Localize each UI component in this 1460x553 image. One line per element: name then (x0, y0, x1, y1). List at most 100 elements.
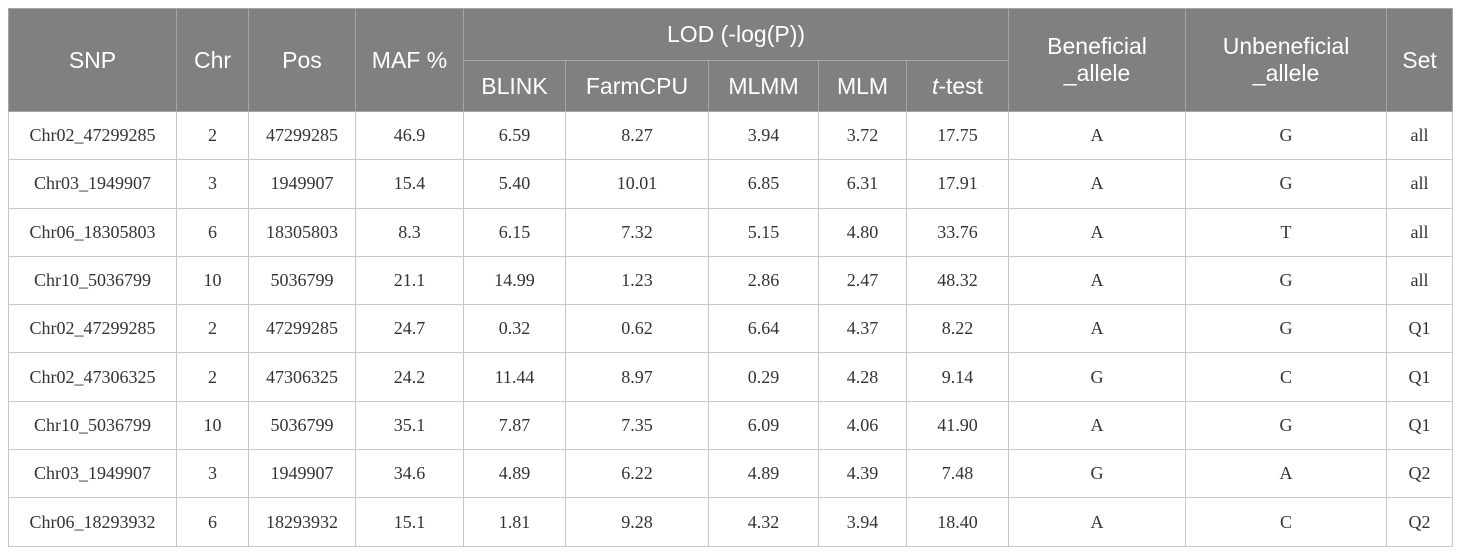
table-cell: Chr10_5036799 (8, 400, 177, 451)
table-cell: 41.90 (905, 400, 1010, 451)
table-row: Chr06_18293932 6 18293932 15.1 1.81 9.28 4.32 3… (8, 497, 1454, 547)
table-cell: A (1008, 110, 1187, 161)
table-cell: Chr06_18305803 (8, 207, 177, 257)
subheader-row: BLINK FarmCPU MLMM MLM t-test (9, 60, 1453, 112)
sub-column-header: t-test (905, 60, 1010, 112)
table-cell: T (1185, 207, 1388, 257)
table-cell: 6.85 (708, 159, 819, 209)
table-cell: 47306325 (248, 352, 356, 402)
table-body: Chr02_47299285 2 47299285 46.9 6.59 8.27 3.94 3… (8, 110, 1454, 547)
sub-column-header: FarmCPU (565, 60, 709, 112)
column-header: LOD (-log(P)) (462, 8, 1010, 61)
table-cell: 8.3 (355, 207, 464, 257)
table-cell: 47299285 (248, 304, 356, 354)
table-cell: 21.1 (355, 255, 464, 306)
table-cell: 8.97 (565, 352, 709, 402)
column-header: MAF % (355, 8, 464, 112)
table-cell: Q1 (1386, 352, 1454, 402)
table-cell: 6.59 (463, 110, 566, 161)
table-cell: A (1008, 255, 1187, 306)
table-cell: 6 (176, 207, 249, 257)
table-cell: 48.32 (905, 255, 1010, 306)
table-cell: 6.64 (708, 304, 819, 354)
table-cell: 15.1 (355, 497, 464, 547)
table-cell: Chr10_5036799 (8, 255, 177, 306)
table-cell: 1.23 (565, 255, 709, 306)
sub-column-header: MLM (818, 60, 907, 112)
table-cell: 0.32 (463, 304, 566, 354)
table-cell: 15.4 (355, 159, 464, 209)
table-cell: all (1386, 159, 1454, 209)
table-cell: G (1185, 400, 1388, 451)
table-row: Chr03_1949907 3 1949907 15.4 5.40 10.01 6.85 6.… (8, 159, 1454, 209)
table-cell: 24.2 (355, 352, 464, 402)
table-cell: 47299285 (248, 110, 356, 161)
table-cell: G (1008, 352, 1187, 402)
table-cell: 4.89 (708, 449, 819, 499)
table-cell: 17.75 (905, 110, 1010, 161)
table-row: Chr10_5036799 10 5036799 21.1 14.99 1.23 2.86 2… (8, 255, 1454, 306)
table-cell: 8.22 (905, 304, 1010, 354)
table-cell: 5036799 (248, 400, 356, 451)
table-cell: Q1 (1386, 304, 1454, 354)
table-cell: 3.72 (818, 110, 907, 161)
table-cell: 6.31 (818, 159, 907, 209)
table-cell: C (1185, 352, 1388, 402)
table-cell: 4.80 (818, 207, 907, 257)
table-cell: Q2 (1386, 449, 1454, 499)
table-cell: 9.28 (565, 497, 709, 547)
table-cell: Q2 (1386, 497, 1454, 547)
table-cell: A (1008, 159, 1187, 209)
table-cell: 1949907 (248, 159, 356, 209)
table-cell: 6.15 (463, 207, 566, 257)
table-cell: Q1 (1386, 400, 1454, 451)
table-cell: all (1386, 255, 1454, 306)
table-cell: 24.7 (355, 304, 464, 354)
column-header: Pos (248, 8, 356, 112)
table-cell: all (1386, 110, 1454, 161)
table-cell: A (1008, 497, 1187, 547)
table-cell: 6.09 (708, 400, 819, 451)
table-cell: 7.48 (905, 449, 1010, 499)
table-cell: 4.28 (818, 352, 907, 402)
table-cell: 3.94 (818, 497, 907, 547)
table-cell: 5.40 (463, 159, 566, 209)
table-cell: 18.40 (905, 497, 1010, 547)
table-cell: 2 (176, 110, 249, 161)
table-cell: 2.86 (708, 255, 819, 306)
table-cell: 4.37 (818, 304, 907, 354)
table-cell: 1.81 (463, 497, 566, 547)
table-cell: 18305803 (248, 207, 356, 257)
table-cell: G (1008, 449, 1187, 499)
table-cell: 7.35 (565, 400, 709, 451)
table-cell: G (1185, 159, 1388, 209)
table-cell: 5.15 (708, 207, 819, 257)
table-row: Chr02_47299285 2 47299285 24.7 0.32 0.62 6.64 4… (8, 304, 1454, 354)
table-cell: A (1008, 400, 1187, 451)
sub-column-header: BLINK (463, 60, 566, 112)
column-header: Beneficial _allele (1008, 8, 1187, 112)
column-header: SNP (8, 8, 177, 112)
table-row: Chr10_5036799 10 5036799 35.1 7.87 7.35 6.09 4.… (8, 400, 1454, 451)
table-cell: Chr02_47306325 (8, 352, 177, 402)
column-header: Unbeneficial _allele (1185, 8, 1388, 112)
table-cell: 18293932 (248, 497, 356, 547)
table-cell: 0.29 (708, 352, 819, 402)
table-cell: 8.27 (565, 110, 709, 161)
table-cell: Chr02_47299285 (8, 304, 177, 354)
table-cell: 6.22 (565, 449, 709, 499)
table-cell: Chr03_1949907 (8, 449, 177, 499)
table-cell: 4.32 (708, 497, 819, 547)
table-cell: 4.06 (818, 400, 907, 451)
table-cell: 3 (176, 449, 249, 499)
table-cell: A (1185, 449, 1388, 499)
table-row: Chr03_1949907 3 1949907 34.6 4.89 6.22 4.89 4.3… (8, 449, 1454, 499)
table-cell: 0.62 (565, 304, 709, 354)
table-cell: C (1185, 497, 1388, 547)
table-row: Chr02_47306325 2 47306325 24.2 11.44 8.97 0.29… (8, 352, 1454, 402)
table-cell: 11.44 (463, 352, 566, 402)
table-cell: 7.87 (463, 400, 566, 451)
table-container: SNP Chr Pos MAF % LOD (-log(P)) Beneficial _a… (8, 8, 1454, 547)
column-header: Chr (176, 8, 249, 112)
table-cell: 6 (176, 497, 249, 547)
